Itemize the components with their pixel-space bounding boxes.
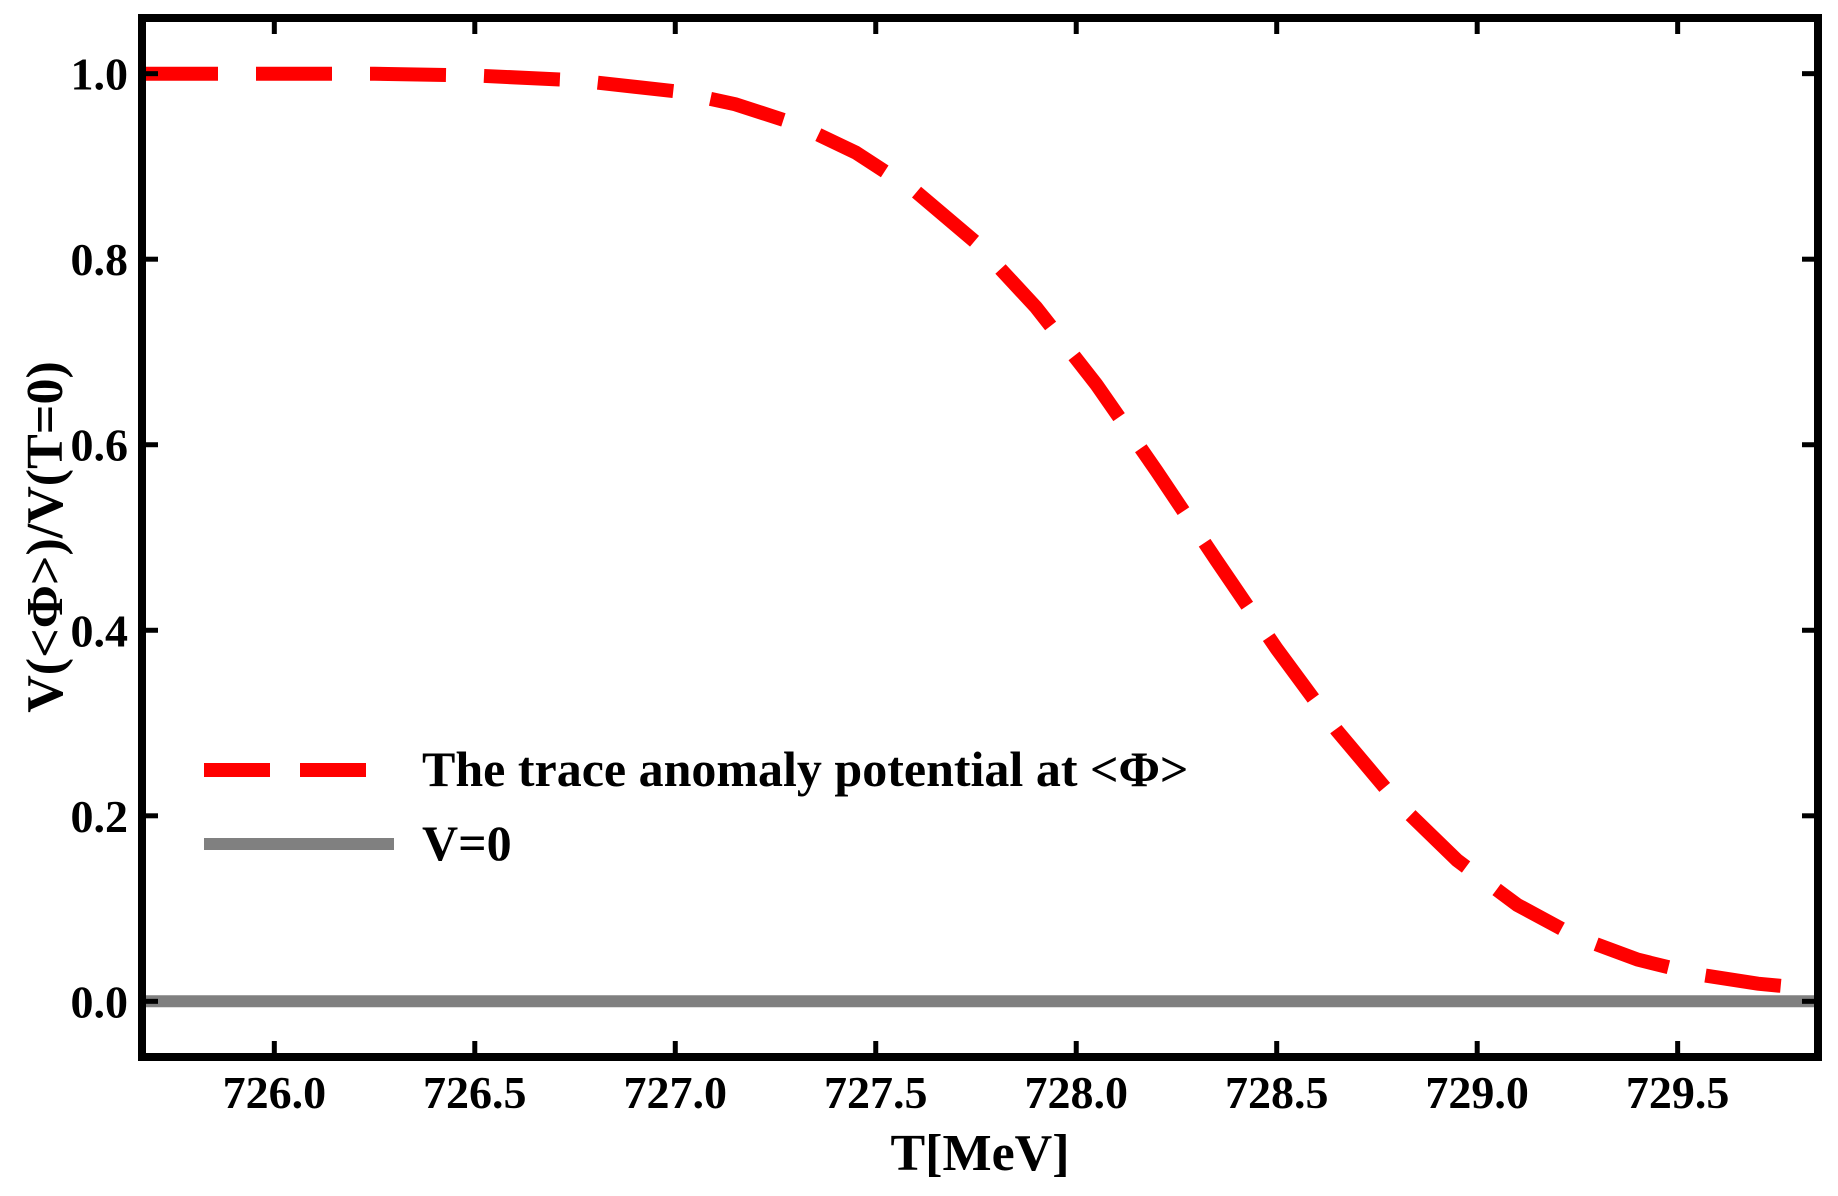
x-tick-label: 728.5 (1225, 1067, 1329, 1118)
ticks-layer: 726.0 726.5 727.0 727.5 728.0 728.5 729.0 729.5… (71, 18, 1818, 1118)
legend-item-v-zero: V=0 (204, 815, 512, 871)
plot-layer (142, 66, 1818, 1008)
y-tick-label: 0.6 (71, 420, 129, 471)
legend: The trace anomaly potential at <Φ> V=0 (204, 741, 1188, 871)
x-axis-title: T[MeV] (890, 1125, 1069, 1182)
x-tick-label: 726.5 (423, 1067, 527, 1118)
x-tick-label: 729.5 (1626, 1067, 1730, 1118)
y-tick-label: 0.2 (71, 791, 129, 842)
y-tick-label: 1.0 (71, 49, 129, 100)
legend-item-trace-anomaly: The trace anomaly potential at <Φ> (204, 741, 1188, 797)
series-trace-anomaly-line (142, 66, 1818, 997)
y-tick-label: 0.0 (71, 976, 129, 1027)
x-tick-label: 727.5 (824, 1067, 928, 1118)
x-tick-label: 728.0 (1024, 1067, 1128, 1118)
y-tick-label: 0.8 (71, 234, 129, 285)
y-tick-label: 0.4 (71, 605, 129, 656)
plot-frame (138, 14, 1822, 1061)
x-tick-label: 726.0 (223, 1067, 327, 1118)
legend-label: V=0 (422, 815, 512, 871)
legend-label: The trace anomaly potential at <Φ> (422, 741, 1188, 797)
x-tick-label: 727.0 (624, 1067, 728, 1118)
x-tick-label: 729.0 (1425, 1067, 1529, 1118)
y-axis-title: V(<Φ>)/V(T=0) (17, 361, 74, 713)
